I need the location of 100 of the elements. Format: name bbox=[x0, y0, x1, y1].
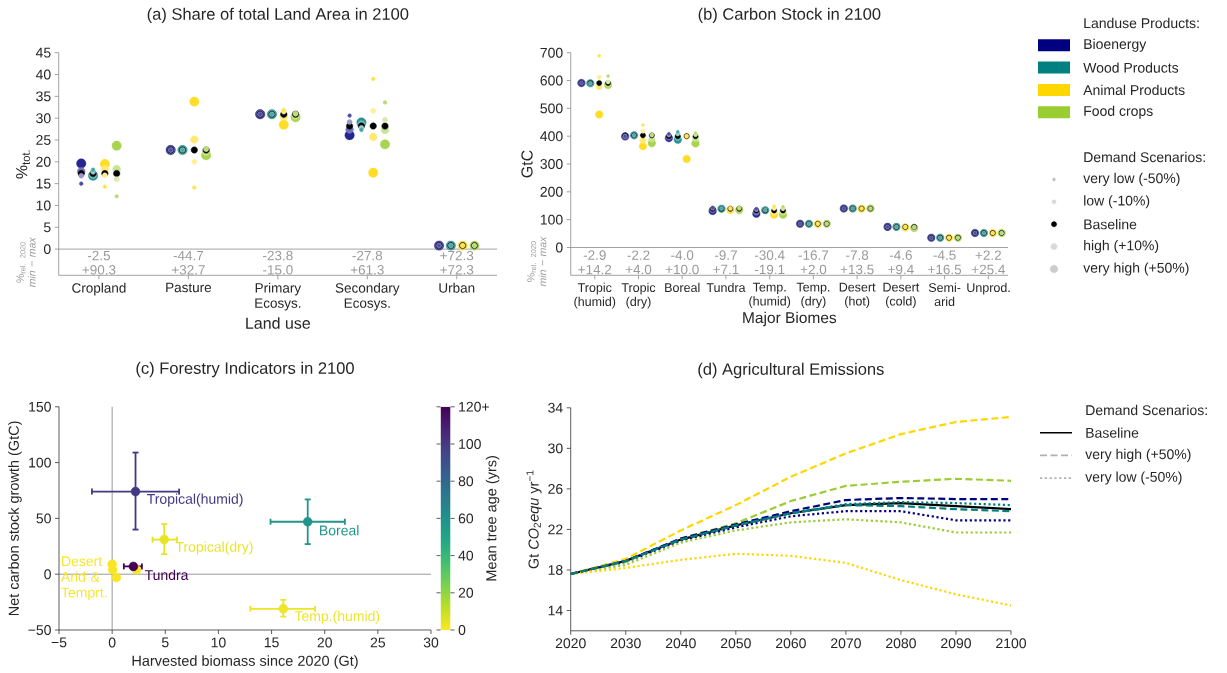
legend-label: very low (-50%) bbox=[1083, 172, 1180, 186]
legend-title: Demand Scenarios: bbox=[1084, 151, 1205, 163]
annotation: +4.0 bbox=[625, 264, 652, 275]
y-tick-label: 22 bbox=[548, 524, 563, 535]
y-tick-label: 0 bbox=[44, 569, 51, 580]
legend-label: Bioenergy bbox=[1084, 38, 1147, 52]
y-tick-label: 300 bbox=[540, 159, 563, 169]
text: %$_{rel. 2020}$ min − max bbox=[527, 236, 547, 287]
y-tick-label: 15 bbox=[36, 178, 51, 189]
y-axis-title: Gt CO$_{2}$equ yr$^{−1}$ bbox=[526, 470, 542, 569]
annotation: -9.7 bbox=[714, 250, 737, 260]
y-tick-label: 5 bbox=[43, 222, 51, 233]
y-tick-label: 400 bbox=[540, 131, 563, 142]
annotation: -2.9 bbox=[583, 250, 606, 260]
annotation: -2.5 bbox=[87, 250, 111, 261]
x-tick-label: −5 bbox=[51, 637, 67, 648]
x-tick-label: 2090 bbox=[941, 638, 971, 649]
x-tick-label: 2100 bbox=[996, 638, 1027, 649]
y-tick-label: 200 bbox=[540, 186, 563, 197]
legend-title: Landuse Products: bbox=[1084, 17, 1199, 29]
color-bar-label: 80 bbox=[458, 476, 474, 487]
annotation: -23.8 bbox=[263, 250, 293, 261]
x-axis-title: Land use bbox=[246, 317, 311, 329]
y-tick-label: 50 bbox=[36, 513, 51, 524]
annotation: +72.3 bbox=[440, 265, 474, 275]
x-tick-label: Secondary Ecosys. bbox=[335, 282, 400, 311]
annotation: -30.4 bbox=[754, 250, 785, 260]
annotation: +25.4 bbox=[971, 264, 1006, 275]
x-tick-label: 10 bbox=[211, 637, 226, 648]
annotation: -2.2 bbox=[627, 250, 650, 260]
annotation: -44.7 bbox=[173, 250, 204, 261]
x-tick-label: 30 bbox=[423, 637, 439, 648]
annotation: -4.5 bbox=[933, 250, 956, 260]
y-tick-label: −50 bbox=[28, 625, 51, 635]
annotation: +7.1 bbox=[713, 264, 739, 275]
chart-title: (b) Carbon Stock in 2100 bbox=[698, 7, 881, 24]
x-tick-label: Temp. (humid) bbox=[749, 282, 791, 309]
x-tick-label: 0 bbox=[108, 637, 116, 648]
x-tick-label: 2020 bbox=[555, 638, 586, 649]
legend-label: Food crops bbox=[1084, 105, 1153, 119]
x-tick-label: 2030 bbox=[610, 638, 641, 649]
x-tick-label: Pasture bbox=[166, 282, 212, 293]
y-tick-label: 18 bbox=[548, 565, 563, 575]
series-label: Desert Arid & Temprt. bbox=[60, 556, 107, 601]
chart-title: (a) Share of total Land Area in 2100 bbox=[147, 7, 409, 24]
y-tick-label: 40 bbox=[35, 69, 51, 80]
color-bar-label: 120+ bbox=[459, 401, 489, 412]
legend-label: Baseline bbox=[1084, 219, 1137, 230]
legend-title: Demand Scenarios: bbox=[1086, 404, 1207, 416]
y-tick-label: 26 bbox=[548, 483, 563, 494]
y-tick-label: 100 bbox=[540, 214, 563, 225]
annotation: +32.7 bbox=[171, 265, 205, 275]
legend-label: low (-10%) bbox=[1084, 195, 1150, 209]
legend-label: Baseline bbox=[1086, 427, 1139, 438]
color-bar-label: 20 bbox=[458, 587, 474, 598]
x-axis-title: Major Biomes bbox=[743, 311, 837, 327]
annotation: +13.5 bbox=[840, 264, 874, 275]
annotation: -19.1 bbox=[754, 264, 785, 275]
y-tick-label: 30 bbox=[548, 443, 563, 454]
annotation: +10.0 bbox=[665, 264, 699, 275]
x-axis-title: Harvested biomass since 2020 (Gt) bbox=[132, 655, 358, 669]
y-tick-label: 600 bbox=[540, 75, 563, 86]
y-axis-title: Net carbon stock growth (GtC) bbox=[8, 421, 22, 616]
annotation: +72.3 bbox=[440, 250, 474, 261]
y-tick-label: 35 bbox=[36, 91, 51, 102]
y-tick-label: 100 bbox=[29, 457, 51, 468]
chart-title: (d) Agricultural Emissions bbox=[698, 362, 884, 379]
x-tick-label: Tundra bbox=[706, 282, 746, 293]
text: %$_{rel. 2020}$ min − max bbox=[16, 237, 36, 288]
color-bar-label: 0 bbox=[458, 625, 466, 635]
annotation: -4.6 bbox=[889, 250, 912, 260]
x-tick-label: Temp. (dry) bbox=[796, 282, 830, 309]
legend-label: high (+10%) bbox=[1084, 240, 1159, 254]
x-tick-label: 2050 bbox=[720, 638, 751, 649]
y-tick-label: 25 bbox=[36, 135, 51, 145]
y-tick-label: 0 bbox=[555, 242, 563, 253]
annotation: -4.0 bbox=[671, 250, 694, 260]
x-tick-label: Primary Ecosys. bbox=[255, 282, 302, 311]
annotation: -15.0 bbox=[263, 265, 293, 275]
y-tick-label: 500 bbox=[540, 103, 563, 114]
x-tick-label: Unprod. bbox=[967, 282, 1010, 295]
y-tick-label: 700 bbox=[540, 47, 563, 58]
y-axis-title: %$_{tot.}$ bbox=[16, 150, 30, 179]
y-tick-label: 0 bbox=[43, 244, 51, 255]
color-bar-label: 40 bbox=[458, 550, 474, 561]
series-label: Temp.(humid) bbox=[294, 610, 380, 624]
series-label: Boreal bbox=[320, 525, 359, 536]
x-tick-label: Boreal bbox=[665, 282, 700, 293]
color-bar-label: 100 bbox=[459, 439, 481, 449]
x-tick-label: Tropic (dry) bbox=[621, 282, 656, 309]
annotation: -16.7 bbox=[798, 250, 829, 260]
x-tick-label: 25 bbox=[370, 637, 386, 648]
annotation: +14.2 bbox=[578, 264, 612, 275]
legend-label: very high (+50%) bbox=[1083, 262, 1189, 276]
annotation: +2.0 bbox=[800, 264, 827, 275]
chart-title: (c) Forestry Indicators in 2100 bbox=[136, 361, 354, 378]
legend-label: very high (+50%) bbox=[1085, 448, 1191, 462]
annotation: -7.8 bbox=[846, 250, 869, 260]
x-tick-label: 2070 bbox=[831, 638, 861, 649]
x-tick-label: Desert (cold) bbox=[883, 282, 920, 309]
